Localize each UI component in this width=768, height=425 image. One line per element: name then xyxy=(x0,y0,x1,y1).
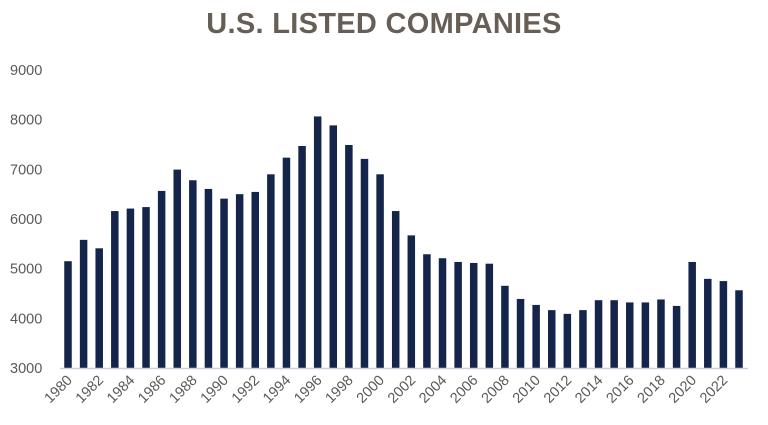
bar-2010 xyxy=(532,304,540,368)
bar-2020 xyxy=(688,261,696,368)
x-tick-label: 1986 xyxy=(135,373,169,407)
bar-2009 xyxy=(516,298,525,368)
bar-2002 xyxy=(407,235,416,368)
bar-1987 xyxy=(173,169,181,368)
x-tick-label: 1982 xyxy=(73,373,107,407)
bar-2006 xyxy=(469,262,478,368)
bar-2017 xyxy=(641,302,650,368)
bar-1994 xyxy=(282,157,291,368)
bar-1990 xyxy=(220,198,228,368)
chart-title: U.S. LISTED COMPANIES xyxy=(206,8,562,40)
x-tick-label: 2008 xyxy=(479,373,513,407)
bar-2001 xyxy=(391,211,400,368)
bar-1998 xyxy=(345,144,353,368)
bar-2018 xyxy=(657,299,665,368)
x-tick-label: 2020 xyxy=(666,373,700,407)
bar-1999 xyxy=(360,158,369,368)
bar-1981 xyxy=(79,239,88,368)
x-tick-label: 1992 xyxy=(229,373,263,407)
bar-1983 xyxy=(111,211,119,368)
bar-1993 xyxy=(267,174,275,368)
bar-1995 xyxy=(298,145,306,368)
bar-1989 xyxy=(204,188,213,368)
bar-2016 xyxy=(626,302,634,368)
x-tick-label: 2014 xyxy=(572,373,606,407)
y-tick-label: 7000 xyxy=(10,162,42,178)
x-tick-label: 1984 xyxy=(104,373,138,407)
bar-1988 xyxy=(189,180,197,368)
x-tick-label: 2006 xyxy=(447,373,481,407)
bar-1982 xyxy=(95,248,103,368)
bar-1996 xyxy=(313,116,322,369)
x-tick-label: 2016 xyxy=(603,373,637,407)
x-tick-label: 1980 xyxy=(42,373,76,407)
bar-1984 xyxy=(126,208,135,368)
x-tick-label: 2018 xyxy=(635,373,669,407)
x-tick-label: 1998 xyxy=(323,373,357,407)
bar-2004 xyxy=(438,258,447,368)
x-tick-label: 1990 xyxy=(198,373,232,407)
bar-1992 xyxy=(251,191,260,368)
bar-2022 xyxy=(719,281,728,368)
y-tick-label: 9000 xyxy=(10,63,42,79)
y-tick-label: 8000 xyxy=(10,113,42,129)
bar-2008 xyxy=(501,285,509,368)
x-tick-label: 1994 xyxy=(260,373,294,407)
x-tick-label: 1996 xyxy=(291,373,325,407)
y-tick-label: 4000 xyxy=(10,311,42,327)
bar-2013 xyxy=(579,310,587,368)
x-tick-label: 2012 xyxy=(541,373,575,407)
bar-2005 xyxy=(454,261,462,368)
bar-2003 xyxy=(423,254,431,368)
bar-1991 xyxy=(235,194,244,368)
bar-1980 xyxy=(64,261,72,368)
x-tick-label: 2022 xyxy=(697,373,731,407)
bar-2019 xyxy=(672,305,681,368)
bar-2015 xyxy=(610,300,618,368)
bar-2014 xyxy=(594,300,603,368)
x-tick-label: 2000 xyxy=(354,373,388,407)
bar-1986 xyxy=(157,190,166,368)
y-tick-label: 3000 xyxy=(10,361,42,377)
bar-2012 xyxy=(563,313,572,368)
y-tick-label: 5000 xyxy=(10,262,42,278)
bar-2011 xyxy=(547,310,556,368)
x-tick-label: 2010 xyxy=(510,373,544,407)
y-tick-label: 6000 xyxy=(10,212,42,228)
x-tick-label: 2004 xyxy=(416,373,450,407)
bar-1997 xyxy=(329,125,338,369)
x-tick-label: 2002 xyxy=(385,373,419,407)
bar-2023 xyxy=(735,290,743,368)
x-tick-label: 1988 xyxy=(167,373,201,407)
bar-2007 xyxy=(485,263,494,368)
bar-2000 xyxy=(376,174,384,368)
bar-2021 xyxy=(704,278,712,368)
bar-1985 xyxy=(142,207,150,368)
